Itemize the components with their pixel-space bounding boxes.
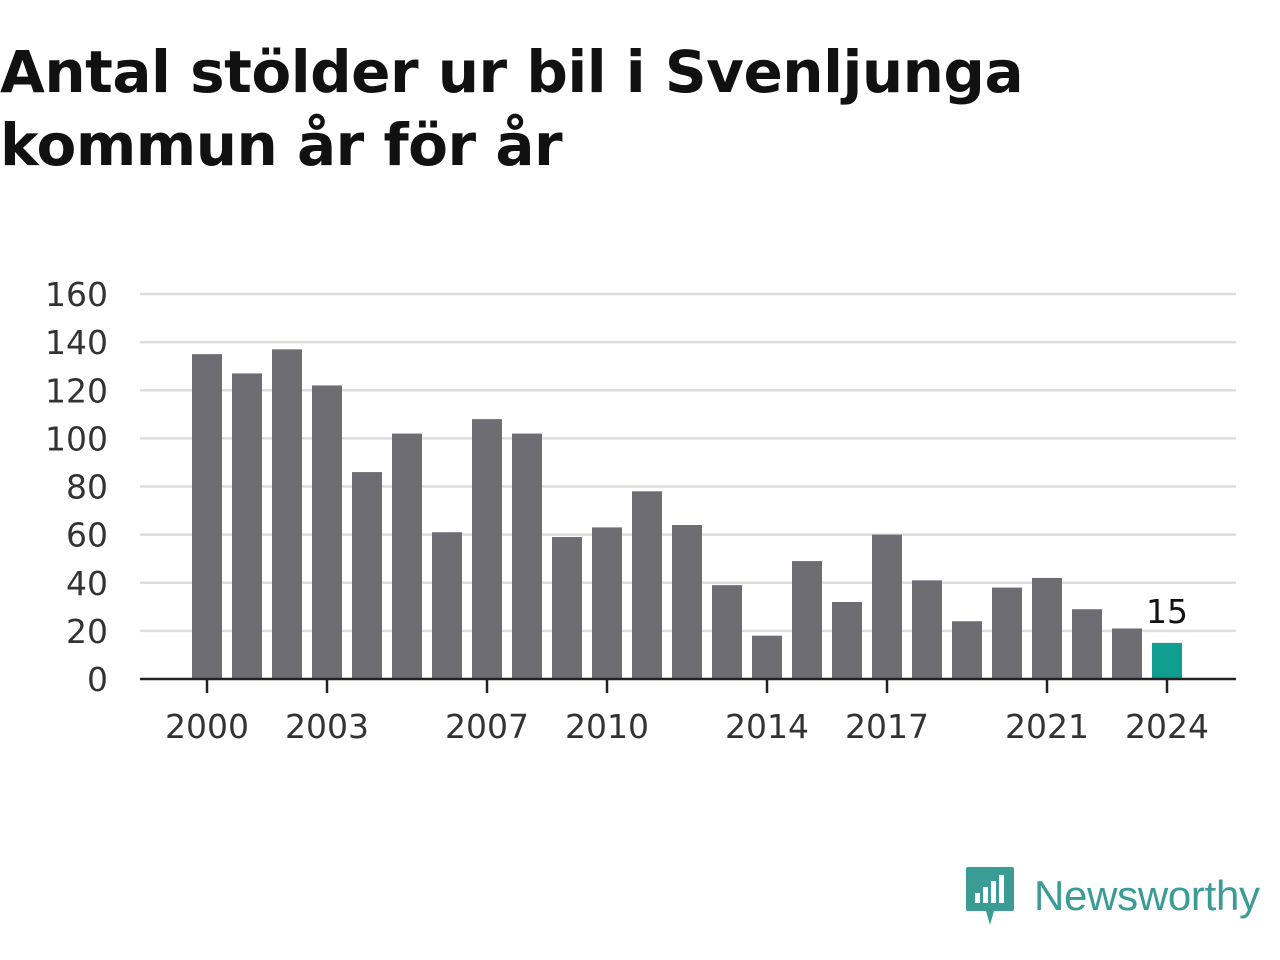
chart-title: Antal stölder ur bil i Svenljunga kommun… [0, 38, 1024, 179]
x-tick-label: 2021 [1005, 707, 1089, 746]
y-tick-label: 80 [66, 468, 108, 507]
bar-2022 [1072, 609, 1102, 679]
brand: Newsworthy [964, 864, 1260, 928]
bar-2016 [832, 602, 862, 679]
bar-2019 [952, 621, 982, 679]
bar-2010 [592, 527, 622, 679]
newsworthy-logo-icon [966, 867, 1014, 925]
bar-2023 [1112, 628, 1142, 679]
bar-2013 [712, 585, 742, 679]
bar-2006 [432, 532, 462, 679]
bar-2002 [272, 349, 302, 679]
bar-2007 [472, 419, 502, 679]
bar-2000 [192, 354, 222, 679]
y-tick-label: 40 [66, 564, 108, 603]
bar-2009 [552, 537, 582, 679]
x-tick-label: 2017 [845, 707, 929, 746]
y-tick-label: 100 [45, 419, 108, 458]
y-tick-label: 60 [66, 516, 108, 555]
data-label-2024: 15 [1146, 592, 1188, 631]
bar-2017 [872, 534, 902, 679]
x-tick-label: 2024 [1125, 707, 1209, 746]
x-tick-label: 2010 [565, 707, 649, 746]
x-tick-label: 2007 [445, 707, 529, 746]
bar-2004 [352, 472, 382, 679]
bar-2012 [672, 525, 702, 679]
bar-2001 [232, 373, 262, 679]
x-axis: 2000 2003 2007 2010 2014 2017 2021 2024 [140, 677, 1236, 746]
bar-2005 [392, 433, 422, 679]
bar-2003 [312, 385, 342, 679]
y-tick-label: 140 [45, 323, 108, 362]
y-tick-label: 0 [87, 660, 108, 699]
bar-2015 [792, 561, 822, 679]
x-tick-label: 2000 [165, 707, 249, 746]
bar-2024 [1152, 642, 1182, 679]
y-tick-label: 160 [45, 275, 108, 314]
bar-2014 [752, 635, 782, 679]
bar-2011 [632, 491, 662, 679]
x-tick-label: 2003 [285, 707, 369, 746]
data-labels: 15 [1146, 592, 1188, 631]
bar-2008 [512, 433, 542, 679]
y-axis-ticks: 0 20 40 60 80 100 120 140 160 [45, 275, 108, 699]
bar-2018 [912, 580, 942, 679]
bars [192, 349, 1182, 679]
bar-2020 [992, 587, 1022, 679]
y-tick-label: 120 [45, 371, 108, 410]
x-tick-label: 2014 [725, 707, 809, 746]
y-tick-label: 20 [66, 612, 108, 651]
bar-2021 [1032, 577, 1062, 679]
brand-name: Newsworthy [1034, 872, 1260, 919]
